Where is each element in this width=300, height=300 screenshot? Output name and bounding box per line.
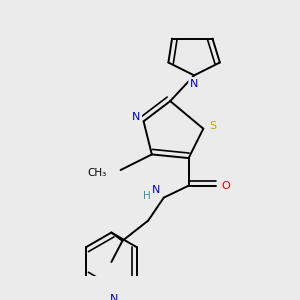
Text: N: N [110, 294, 118, 300]
Text: CH₃: CH₃ [88, 168, 107, 178]
Text: H: H [143, 191, 151, 201]
Text: S: S [209, 121, 216, 131]
Text: N: N [190, 79, 198, 88]
Text: N: N [152, 185, 160, 195]
Text: N: N [132, 112, 140, 122]
Text: O: O [221, 181, 230, 191]
